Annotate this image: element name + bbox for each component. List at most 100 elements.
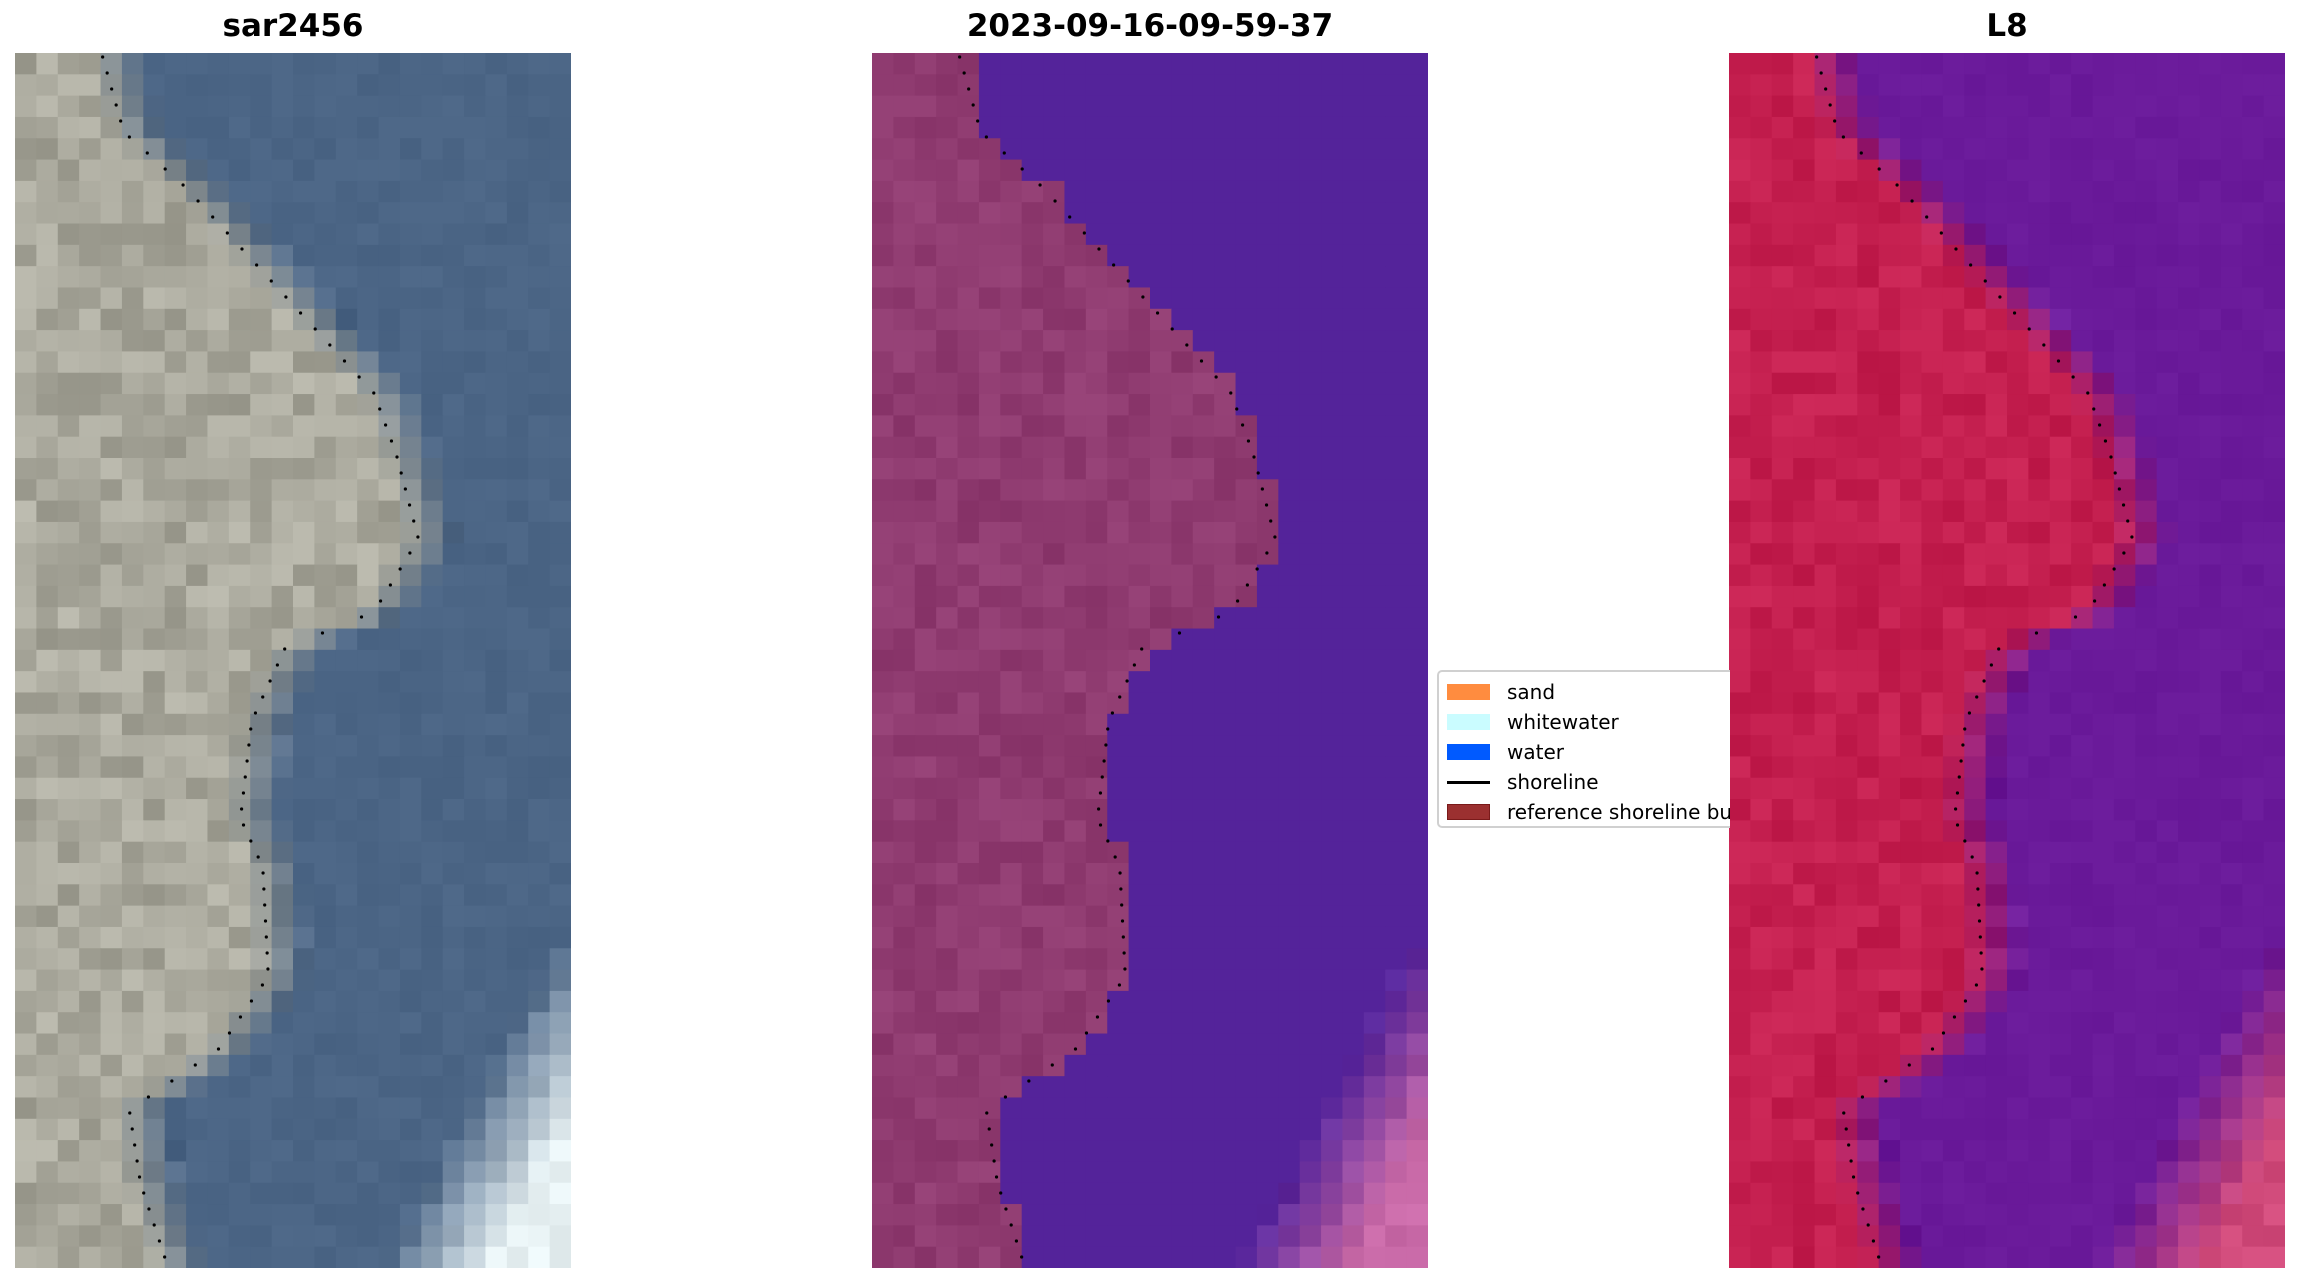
image-pixel	[1192, 628, 1215, 651]
image-pixel	[2049, 756, 2072, 779]
image-pixel	[2156, 287, 2179, 310]
image-pixel	[485, 500, 508, 523]
image-pixel	[442, 1012, 465, 1035]
image-pixel	[442, 116, 465, 139]
image-pixel	[1363, 884, 1386, 907]
image-pixel	[1214, 713, 1237, 736]
image-pixel	[1278, 415, 1301, 438]
image-pixel	[464, 372, 487, 395]
image-pixel	[100, 479, 123, 502]
image-pixel	[2199, 223, 2222, 246]
image-pixel	[1921, 1012, 1944, 1035]
image-pixel	[2092, 1054, 2115, 1077]
image-pixel	[2007, 479, 2029, 502]
image-pixel	[936, 436, 959, 459]
image-pixel	[1857, 1012, 1880, 1035]
image-pixel	[1900, 1097, 1923, 1120]
image-pixel	[1793, 351, 1816, 374]
image-pixel	[1128, 458, 1151, 480]
image-pixel	[1750, 713, 1773, 736]
image-pixel	[1406, 1161, 1428, 1184]
image-pixel	[399, 777, 422, 800]
image-pixel	[528, 1225, 551, 1248]
image-pixel	[2113, 1204, 2136, 1226]
image-pixel	[1942, 713, 1965, 736]
image-pixel	[57, 330, 80, 353]
image-pixel	[1000, 223, 1023, 246]
image-pixel	[2092, 159, 2115, 182]
image-pixel	[1128, 756, 1151, 779]
image-pixel	[1107, 692, 1130, 715]
image-pixel	[421, 671, 444, 694]
image-pixel	[936, 564, 959, 587]
image-pixel	[1750, 202, 1773, 225]
image-pixel	[1192, 1054, 1215, 1077]
image-pixel	[1021, 649, 1044, 672]
image-pixel	[1942, 479, 1965, 502]
image-pixel	[57, 969, 80, 992]
image-pixel	[399, 223, 422, 246]
image-pixel	[1793, 479, 1816, 502]
image-pixel	[100, 223, 123, 246]
image-pixel	[335, 713, 358, 736]
image-pixel	[378, 777, 401, 800]
image-pixel	[978, 799, 1001, 821]
image-pixel	[1000, 884, 1023, 907]
image-pixel	[442, 138, 465, 161]
image-pixel	[1406, 138, 1428, 161]
image-pixel	[250, 1076, 273, 1099]
shoreline-point	[266, 967, 270, 971]
image-pixel	[421, 479, 444, 502]
shoreline-point	[1014, 1239, 1019, 1243]
image-pixel	[1964, 479, 1987, 502]
image-pixel	[936, 1225, 959, 1248]
image-pixel	[1964, 202, 1987, 225]
image-pixel	[1985, 1161, 2008, 1184]
image-pixel	[1021, 905, 1044, 928]
image-pixel	[2220, 735, 2243, 758]
image-pixel	[2028, 735, 2051, 758]
image-pixel	[79, 1012, 102, 1035]
image-pixel	[978, 905, 1001, 928]
image-pixel	[1150, 692, 1172, 715]
legend-item-shoreline: shoreline	[1447, 768, 1599, 796]
image-pixel	[15, 628, 37, 651]
image-pixel	[2049, 180, 2072, 203]
image-pixel	[2242, 1033, 2265, 1056]
image-pixel	[79, 543, 102, 566]
image-pixel	[914, 948, 937, 971]
image-pixel	[1942, 756, 1965, 779]
image-pixel	[121, 308, 144, 331]
image-pixel	[872, 820, 894, 843]
image-pixel	[2263, 1097, 2285, 1120]
image-pixel	[2220, 713, 2243, 736]
image-pixel	[1835, 777, 1858, 800]
image-panel-sar	[15, 53, 571, 1268]
image-pixel	[464, 1246, 487, 1268]
image-pixel	[1363, 841, 1386, 864]
image-pixel	[293, 884, 315, 907]
image-pixel	[399, 863, 422, 885]
image-pixel	[207, 1118, 230, 1141]
image-pixel	[399, 564, 422, 587]
image-pixel	[1857, 436, 1880, 459]
image-pixel	[378, 628, 401, 651]
image-pixel	[1878, 74, 1901, 97]
image-pixel	[121, 948, 144, 971]
shoreline-point	[1954, 807, 1958, 811]
image-pixel	[442, 458, 465, 480]
image-pixel	[1171, 820, 1194, 843]
image-pixel	[1235, 863, 1258, 885]
image-pixel	[549, 713, 571, 736]
image-pixel	[335, 841, 358, 864]
image-pixel	[1021, 799, 1044, 821]
image-pixel	[1835, 1140, 1858, 1163]
image-pixel	[2092, 500, 2115, 523]
image-pixel	[207, 244, 230, 267]
image-pixel	[186, 436, 209, 459]
image-pixel	[335, 223, 358, 246]
image-pixel	[271, 799, 294, 821]
image-pixel	[36, 223, 59, 246]
image-pixel	[1985, 479, 2008, 502]
image-pixel	[293, 585, 315, 608]
